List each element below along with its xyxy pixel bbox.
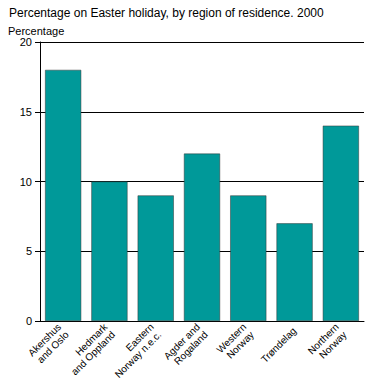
svg-text:10: 10 bbox=[20, 176, 32, 188]
svg-text:Norway: Norway bbox=[224, 329, 256, 361]
svg-text:Western: Western bbox=[214, 321, 249, 356]
svg-text:Norway: Norway bbox=[317, 329, 349, 361]
svg-text:Eastern: Eastern bbox=[123, 321, 156, 354]
svg-text:Percentage: Percentage bbox=[8, 25, 64, 37]
svg-text:15: 15 bbox=[20, 106, 32, 118]
svg-text:0: 0 bbox=[26, 315, 32, 327]
svg-text:Hedmark: Hedmark bbox=[73, 321, 110, 358]
svg-text:and Oslo: and Oslo bbox=[35, 329, 71, 365]
svg-text:20: 20 bbox=[20, 36, 32, 48]
svg-text:5: 5 bbox=[26, 245, 32, 257]
svg-text:Norway n.e.c.: Norway n.e.c. bbox=[113, 329, 164, 380]
svg-text:Akershus: Akershus bbox=[25, 321, 64, 359]
svg-text:Agder and: Agder and bbox=[161, 321, 202, 362]
svg-text:Northern: Northern bbox=[305, 321, 341, 357]
svg-text:Trøndelag: Trøndelag bbox=[259, 325, 299, 365]
svg-text:Rogaland: Rogaland bbox=[172, 329, 210, 367]
svg-text:Percentage on Easter holiday,: Percentage on Easter holiday, by region … bbox=[9, 6, 324, 20]
svg-text:and Oppland: and Oppland bbox=[69, 329, 117, 377]
